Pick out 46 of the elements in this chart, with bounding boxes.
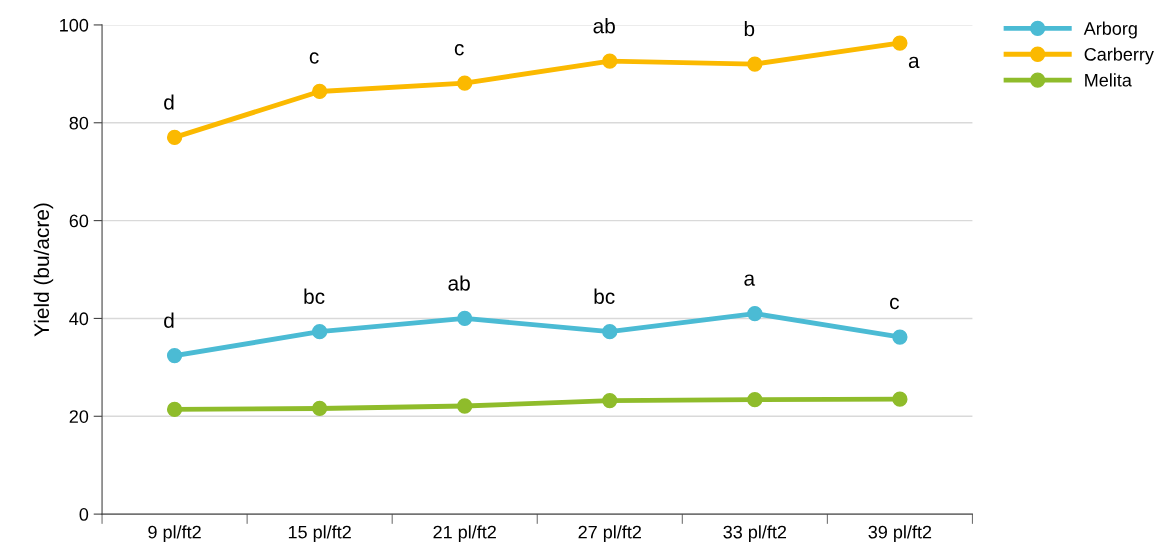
point (892, 329, 908, 345)
annotation: d (164, 312, 174, 328)
annotation: c (309, 52, 319, 64)
point (892, 391, 908, 407)
point (166, 347, 183, 364)
point (602, 392, 618, 409)
point (457, 310, 473, 327)
point (457, 398, 473, 414)
y-tick-label: 60 (69, 214, 89, 228)
x-tick-label: 9 pl/ft2 (148, 525, 201, 543)
point (602, 53, 618, 69)
x-tick-label: 33 pl/ft2 (723, 525, 787, 543)
y-tick-label: 100 (60, 18, 89, 32)
annotation: a (908, 56, 920, 69)
point (457, 75, 473, 91)
annotation: d (164, 94, 174, 110)
legend-label: Carberry (1084, 47, 1154, 65)
annotation: a (744, 274, 756, 286)
annotation: ab (448, 275, 470, 291)
y-tick-label: 40 (69, 312, 89, 326)
point (312, 83, 328, 100)
y-axis-title: Yield (bu/acre) (33, 203, 54, 337)
legend-label: Arborg (1083, 21, 1137, 39)
point (312, 324, 328, 340)
annotation: ab (593, 18, 615, 34)
x-tick-label: 21 pl/ft2 (433, 525, 496, 543)
x-tick-label: 27 pl/ft2 (578, 525, 641, 543)
annotation: c (890, 297, 899, 310)
point (747, 392, 763, 408)
point (602, 324, 618, 340)
y-tick-label: 20 (69, 410, 89, 423)
point (747, 56, 763, 72)
annotation: bc (304, 288, 325, 304)
annotation: b (744, 21, 755, 37)
annotation: c (454, 43, 464, 56)
y-tick-label: 0 (79, 508, 89, 521)
x-tick-label: 15 pl/ft2 (288, 525, 351, 543)
point (312, 400, 328, 417)
annotation: bc (594, 288, 615, 304)
y-tick-label: 80 (69, 116, 89, 130)
point (166, 401, 183, 418)
point (747, 305, 763, 322)
point (166, 129, 183, 146)
legend-label: Melita (1085, 73, 1132, 87)
point (892, 35, 908, 51)
x-tick-label: 39 pl/ft2 (868, 525, 932, 543)
